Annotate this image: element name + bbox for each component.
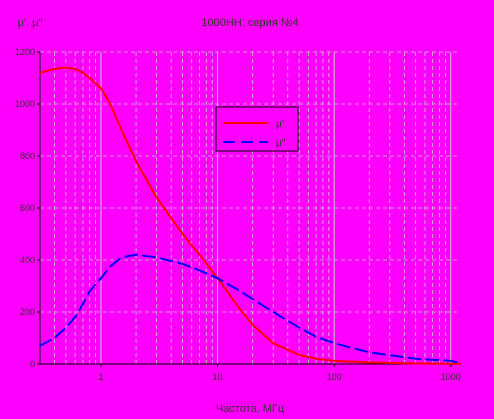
y-tick-label: 800 xyxy=(20,151,35,161)
y-tick-label: 1200 xyxy=(15,47,35,57)
y-tick-label: 1000 xyxy=(15,99,35,109)
x-axis-label: Частота, МГц xyxy=(216,403,285,415)
x-tick-label: 1000 xyxy=(441,372,461,382)
legend: μ' μ" xyxy=(215,106,299,152)
y-axis-label: μ', μ" xyxy=(18,17,43,29)
legend-label-mu-double-prime: μ" xyxy=(276,138,286,149)
series-mu-double-prime-line xyxy=(39,253,461,364)
y-tick-label: 400 xyxy=(20,255,35,265)
y-tick-label: 200 xyxy=(20,307,35,317)
tick-labels: 0 200 400 600 800 1000 1200 1 10 100 1000 xyxy=(15,47,461,382)
chart-title: 1000НН: серия №4 xyxy=(201,17,298,29)
x-tick-label: 1 xyxy=(98,372,103,382)
x-tick-label: 10 xyxy=(213,372,223,382)
series-mu-prime-line xyxy=(39,66,461,365)
legend-label-mu-prime: μ' xyxy=(276,119,284,130)
series-lines xyxy=(39,66,461,365)
axes xyxy=(37,51,460,367)
x-tick-label: 100 xyxy=(327,372,342,382)
y-tick-label: 600 xyxy=(20,203,35,213)
y-tick-label: 0 xyxy=(30,359,35,369)
grid xyxy=(39,51,460,365)
legend-box xyxy=(215,106,299,152)
